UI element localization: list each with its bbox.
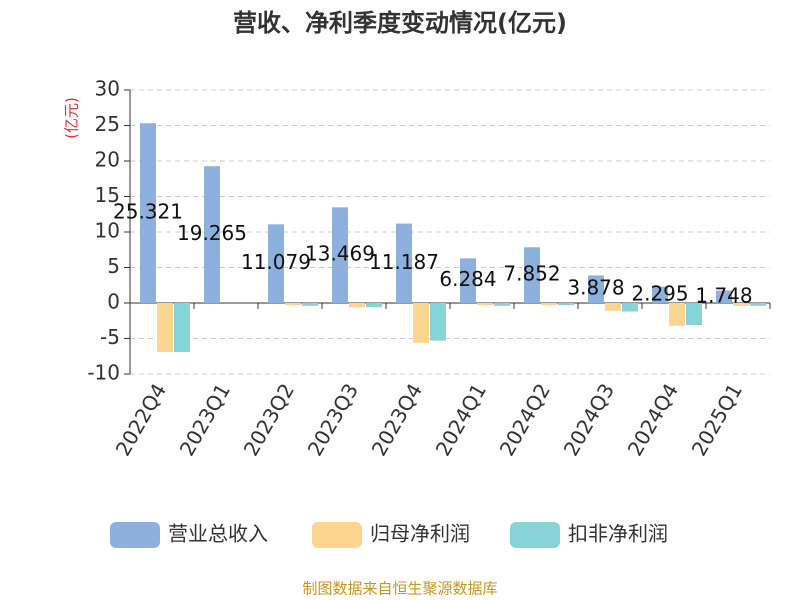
y-tick-label: 0 — [107, 290, 120, 314]
data-label: 11.079 — [241, 250, 311, 274]
legend-swatch — [312, 522, 362, 548]
legend-label: 归母净利润 — [370, 522, 470, 546]
bar — [588, 275, 604, 303]
bar — [157, 303, 173, 352]
data-label: 13.469 — [305, 242, 375, 266]
data-label: 19.265 — [177, 221, 247, 245]
y-tick-label: 30 — [95, 77, 120, 101]
bar — [750, 303, 766, 306]
y-axis-label: (亿元) — [63, 97, 81, 139]
legend-swatch — [110, 522, 160, 548]
x-tick-label: 2024Q1 — [431, 379, 491, 460]
legend-label: 营业总收入 — [168, 522, 268, 546]
bar — [302, 303, 318, 306]
bar — [541, 303, 557, 306]
source: 制图数据来自恒生聚源数据库 — [302, 580, 497, 598]
bar — [204, 166, 220, 303]
y-tick-label: -10 — [87, 361, 120, 385]
bar — [494, 303, 510, 306]
bar — [477, 303, 493, 306]
bar — [349, 303, 365, 308]
data-label: 3.878 — [567, 276, 624, 300]
legend-label: 扣非净利润 — [568, 522, 668, 546]
chart-title: 营收、净利季度变动情况(亿元) — [233, 9, 567, 37]
x-tick-label: 2024Q2 — [495, 379, 555, 460]
x-tick-label: 2023Q3 — [303, 379, 363, 460]
bar — [605, 303, 621, 311]
bar — [524, 247, 540, 303]
bar — [716, 290, 732, 303]
data-label: 7.852 — [503, 262, 560, 286]
x-tick-label: 2023Q4 — [367, 379, 427, 460]
y-tick-label: 10 — [95, 219, 120, 243]
x-tick-label: 2022Q4 — [111, 379, 171, 460]
bar — [268, 224, 284, 303]
bar — [460, 258, 476, 303]
x-tick-label: 2024Q4 — [623, 379, 683, 460]
data-label: 1.748 — [695, 283, 752, 307]
bar — [430, 303, 446, 341]
y-tick-label: 20 — [95, 148, 120, 172]
bar — [669, 303, 685, 326]
bar — [733, 303, 749, 306]
legend-swatch — [510, 522, 560, 548]
data-label: 6.284 — [439, 267, 496, 291]
bar — [285, 303, 301, 306]
data-label: 11.187 — [369, 250, 439, 274]
data-label: 2.295 — [631, 281, 688, 305]
bar — [174, 303, 190, 352]
bar — [396, 223, 412, 303]
bar — [652, 286, 668, 303]
data-label: 25.321 — [113, 200, 183, 224]
bar — [413, 303, 429, 343]
x-tick-label: 2023Q2 — [239, 379, 299, 460]
bar — [558, 303, 574, 306]
bar — [686, 303, 702, 326]
bar — [622, 303, 638, 312]
bar — [366, 303, 382, 308]
bar — [332, 207, 348, 303]
x-tick-label: 2025Q1 — [687, 379, 747, 460]
y-tick-label: -5 — [100, 325, 120, 349]
y-tick-label: 15 — [95, 183, 120, 207]
bar — [140, 123, 156, 303]
y-tick-label: 25 — [95, 112, 120, 136]
x-tick-label: 2023Q1 — [175, 379, 235, 460]
x-tick-label: 2024Q3 — [559, 379, 619, 460]
y-tick-label: 5 — [107, 254, 120, 278]
